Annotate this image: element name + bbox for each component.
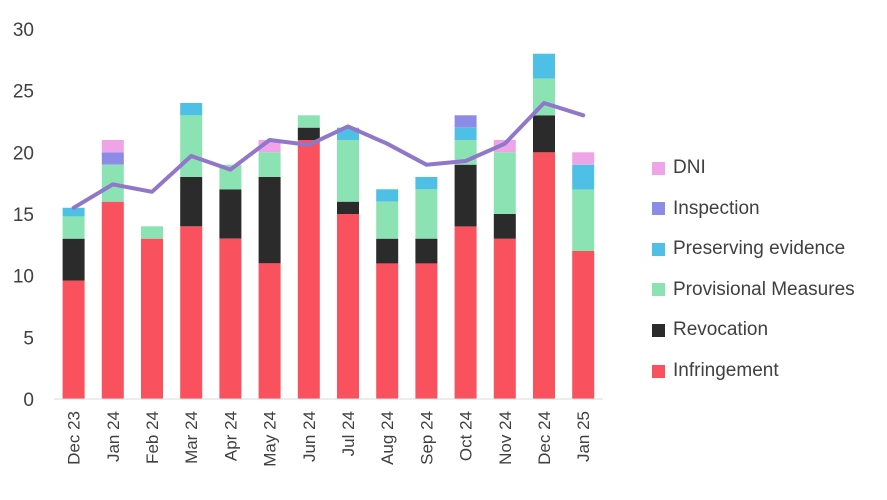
bar-segment-infringement xyxy=(415,263,437,399)
bar-segment-dni xyxy=(102,140,124,152)
bar-segment-preserving-evidence xyxy=(533,54,555,79)
bar-segment-revocation xyxy=(298,128,320,140)
y-tick-label: 10 xyxy=(13,267,34,288)
bar-segment-infringement xyxy=(63,281,85,399)
bar-segment-inspection xyxy=(102,152,124,164)
y-axis-tick-labels: 0 5 10 15 20 25 30 xyxy=(13,20,34,411)
bar-segment-provisional-measures xyxy=(141,226,163,238)
legend-label: Revocation xyxy=(673,319,768,341)
x-tick-label: Mar 24 xyxy=(182,411,201,464)
bar-segment-infringement xyxy=(298,140,320,399)
bars-group xyxy=(63,54,595,399)
bar-segment-preserving-evidence xyxy=(572,165,594,190)
legend-label: Provisional Measures xyxy=(673,279,855,301)
legend-swatch xyxy=(652,162,665,175)
y-tick-label: 30 xyxy=(13,20,34,41)
x-tick-label: Dec 23 xyxy=(65,411,84,465)
bar-segment-preserving-evidence xyxy=(455,128,477,140)
x-tick-label: Feb 24 xyxy=(143,411,162,464)
legend-swatch xyxy=(652,202,665,215)
x-tick-label: Jan 24 xyxy=(104,411,123,462)
legend-swatch xyxy=(652,283,665,296)
bar-segment-revocation xyxy=(219,189,241,238)
bar-segment-infringement xyxy=(259,263,281,399)
bar-segment-provisional-measures xyxy=(376,202,398,239)
bar-segment-preserving-evidence xyxy=(376,189,398,201)
bar-segment-infringement xyxy=(102,202,124,399)
bar-segment-revocation xyxy=(180,177,202,226)
x-tick-label: Jul 24 xyxy=(339,411,358,456)
legend-item-infringement: Infringement xyxy=(652,359,779,383)
legend-item-revocation: Revocation xyxy=(652,318,768,342)
bar-segment-infringement xyxy=(494,239,516,399)
legend-item-provisional-measures: Provisional Measures xyxy=(652,278,855,302)
bar-segment-infringement xyxy=(455,226,477,399)
x-tick-label: Aug 24 xyxy=(378,411,397,465)
bar-segment-preserving-evidence xyxy=(180,103,202,115)
bar-segment-provisional-measures xyxy=(180,115,202,177)
bar-segment-dni xyxy=(572,152,594,164)
bar-segment-revocation xyxy=(533,115,555,152)
bar-segment-preserving-evidence xyxy=(415,177,437,189)
bar-segment-provisional-measures xyxy=(259,152,281,177)
legend-label: Preserving evidence xyxy=(673,238,845,260)
bar-segment-provisional-measures xyxy=(572,189,594,251)
x-tick-label: Sep 24 xyxy=(417,411,436,465)
legend-item-preserving-evidence: Preserving evidence xyxy=(652,237,845,261)
bar-segment-provisional-measures xyxy=(63,217,85,239)
bar-segment-infringement xyxy=(219,239,241,399)
y-tick-label: 15 xyxy=(13,205,34,226)
x-axis-tick-labels: Dec 23 Jan 24 Feb 24 Mar 24 Apr 24 May 24 Jun … xyxy=(65,411,594,467)
bar-segment-provisional-measures xyxy=(298,115,320,127)
bar-segment-inspection xyxy=(455,115,477,127)
y-tick-label: 25 xyxy=(13,82,34,103)
legend-item-dni: DNI xyxy=(652,156,706,180)
x-tick-label: Dec 24 xyxy=(535,411,554,465)
bar-segment-revocation xyxy=(455,165,477,227)
bar-segment-infringement xyxy=(141,239,163,399)
bar-segment-revocation xyxy=(337,202,359,214)
bar-segment-provisional-measures xyxy=(337,140,359,202)
legend-label: DNI xyxy=(673,157,706,179)
bar-segment-infringement xyxy=(376,263,398,399)
bar-segment-infringement xyxy=(533,152,555,399)
bar-segment-revocation xyxy=(494,214,516,239)
y-tick-label: 5 xyxy=(23,328,34,349)
x-tick-label: Jan 25 xyxy=(574,411,593,462)
bar-segment-infringement xyxy=(180,226,202,399)
bar-segment-revocation xyxy=(259,177,281,263)
bar-segment-revocation xyxy=(63,239,85,281)
legend-swatch xyxy=(652,365,665,378)
y-tick-label: 0 xyxy=(23,390,34,411)
bar-segment-provisional-measures xyxy=(494,152,516,214)
bar-segment-infringement xyxy=(572,251,594,399)
bar-segment-provisional-measures xyxy=(415,189,437,238)
legend-label: Infringement xyxy=(673,360,779,382)
y-tick-label: 20 xyxy=(13,143,34,164)
bar-segment-revocation xyxy=(376,239,398,264)
x-tick-label: May 24 xyxy=(261,411,280,467)
x-tick-label: Nov 24 xyxy=(496,411,515,465)
legend-label: Inspection xyxy=(673,198,760,220)
bar-segment-revocation xyxy=(415,239,437,264)
legend-item-inspection: Inspection xyxy=(652,197,760,221)
chart: 0 5 10 15 20 25 30 Dec 23 Jan 24 Feb 24 Mar 24 Apr… xyxy=(0,0,887,495)
x-tick-label: Apr 24 xyxy=(221,411,240,461)
legend-swatch xyxy=(652,243,665,256)
legend-swatch xyxy=(652,324,665,337)
x-tick-label: Jun 24 xyxy=(300,411,319,462)
bar-segment-infringement xyxy=(337,214,359,399)
x-tick-label: Oct 24 xyxy=(457,411,476,461)
